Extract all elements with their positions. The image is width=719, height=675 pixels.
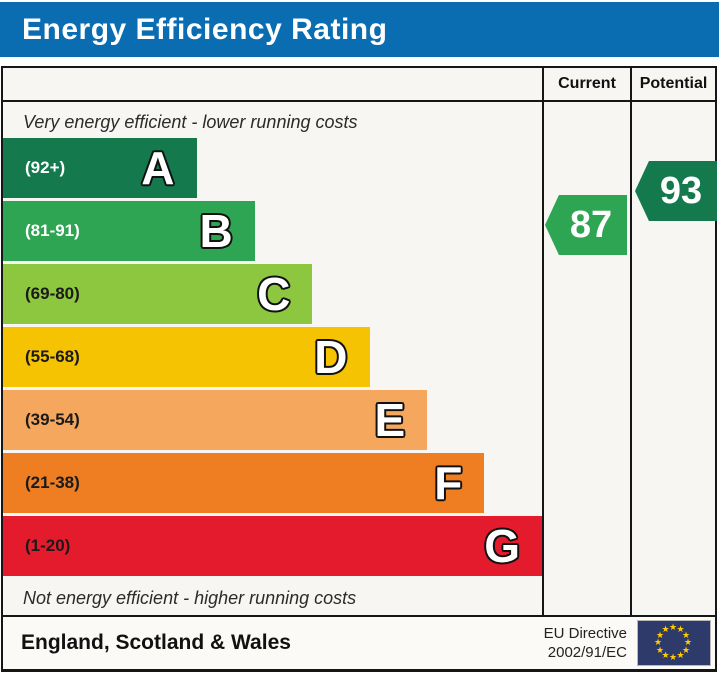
band-letter: E [374, 394, 406, 446]
eu-star-icon: ★ [669, 652, 678, 662]
band-letter: G [484, 520, 520, 572]
table-header-row: Current Potential [3, 68, 715, 102]
eu-star-icon: ★ [656, 629, 665, 640]
band-letter: A [141, 142, 175, 194]
band-range-label: (92+) [25, 158, 66, 177]
eu-star-icon: ★ [656, 644, 665, 655]
band-letter: B [199, 205, 233, 257]
current-column-header: Current [542, 68, 630, 100]
current-rating-arrow: 87 [545, 195, 627, 255]
band-b: (81-91) B [3, 201, 255, 261]
band-range-label: (39-54) [25, 410, 80, 429]
eu-star-icon: ★ [684, 637, 693, 647]
table-footer-row: England, Scotland & Wales EU Directive 2… [3, 617, 715, 669]
bottom-efficiency-note: Not energy efficient - higher running co… [23, 588, 357, 608]
footer-right-group: EU Directive 2002/91/EC ★ ★ ★ ★ ★ ★ ★ ★ ★ ★ ★ ★ [544, 620, 715, 666]
band-letter: C [257, 268, 291, 320]
potential-rating-column: 93 [630, 102, 717, 615]
eu-star-icon: ★ [676, 624, 685, 634]
band-c: (69-80) C [3, 264, 313, 324]
eu-star-icon: ★ [681, 629, 691, 640]
band-range-label: (1-20) [25, 536, 71, 555]
current-rating-column: 87 [542, 102, 630, 615]
band-f: (21-38) F [3, 453, 485, 513]
eu-star-icon: ★ [676, 649, 685, 660]
eu-flag-icon: ★ ★ ★ ★ ★ ★ ★ ★ ★ ★ ★ ★ [637, 620, 711, 666]
band-letter: F [434, 457, 463, 509]
eu-star-icon: ★ [669, 622, 678, 632]
eu-directive-line2: 2002/91/EC [547, 644, 627, 661]
band-e: (39-54) E [3, 390, 428, 450]
band-range-label: (81-91) [25, 221, 80, 240]
band-d: (55-68) D [3, 327, 370, 387]
band-letter: D [314, 331, 348, 383]
title-bar: Energy Efficiency Rating [0, 2, 719, 57]
current-rating-value: 87 [569, 203, 613, 246]
band-range-label: (69-80) [25, 284, 80, 303]
eu-directive-line1: EU Directive [543, 625, 627, 642]
band-list: (92+) A (81-91) B (69-80) C (55-68) D (3… [3, 138, 542, 576]
eu-star-icon: ★ [681, 644, 691, 655]
band-range-label: (21-38) [25, 473, 80, 492]
potential-rating-arrow: 93 [635, 161, 717, 221]
top-efficiency-note: Very energy efficient - lower running co… [23, 112, 358, 132]
page-title: Energy Efficiency Rating [22, 12, 388, 46]
energy-rating-table: Current Potential Very energy efficient … [1, 66, 717, 672]
band-a: (92+) A [3, 138, 197, 198]
eu-star-icon: ★ [661, 649, 670, 660]
potential-column-header: Potential [630, 68, 715, 100]
band-g: (1-20) G [3, 516, 542, 576]
eu-star-icon: ★ [654, 637, 663, 647]
eu-star-icon: ★ [661, 624, 670, 634]
header-spacer-cell [3, 68, 542, 100]
band-range-label: (55-68) [25, 347, 80, 366]
potential-rating-value: 93 [659, 169, 703, 212]
table-body-row: Very energy efficient - lower running co… [3, 102, 717, 617]
region-label: England, Scotland & Wales [21, 631, 291, 654]
eu-directive-label: EU Directive 2002/91/EC [544, 624, 627, 662]
rating-bands-area: Very energy efficient - lower running co… [3, 102, 542, 615]
